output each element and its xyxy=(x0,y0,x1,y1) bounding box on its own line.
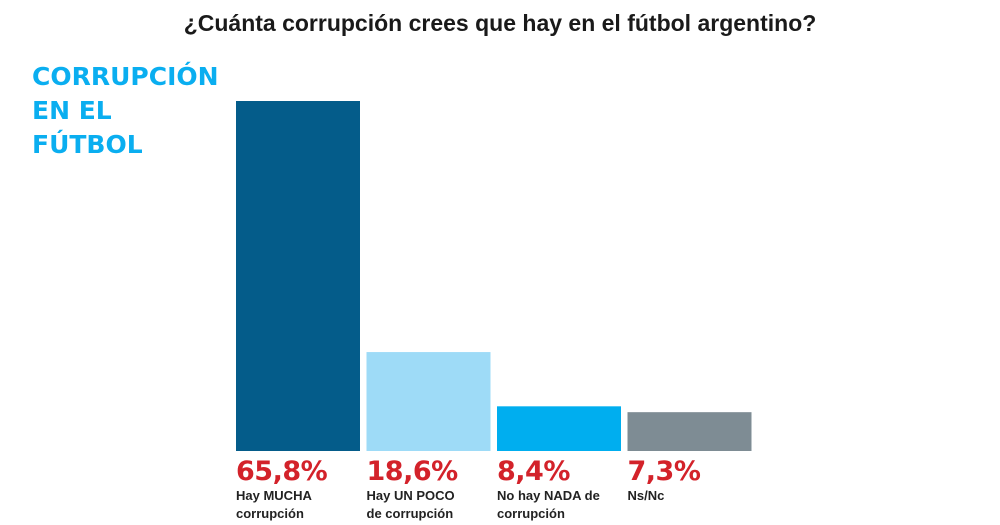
data-label: 7,3% xyxy=(627,456,701,487)
data-label: 18,6% xyxy=(366,456,459,487)
bar xyxy=(497,406,621,451)
category-label: Hay MUCHA corrupción xyxy=(236,487,366,523)
category-label-line: Ns/Nc xyxy=(627,488,665,503)
side-title: CORRUPCIÓN EN EL FÚTBOL xyxy=(32,60,232,162)
category-label-line: No hay NADA de xyxy=(497,488,600,503)
bar xyxy=(366,352,491,451)
category-label: No hay NADA de corrupción xyxy=(497,487,627,523)
chart-title: ¿Cuánta corrupción crees que hay en el f… xyxy=(183,10,817,36)
category-label-line: Hay MUCHA xyxy=(236,488,312,503)
side-title-line: EN EL xyxy=(32,96,112,125)
bar xyxy=(236,101,360,451)
data-label: 65,8% xyxy=(236,456,328,487)
category-label-line: corrupción xyxy=(497,506,565,521)
side-title-line: CORRUPCIÓN xyxy=(32,62,219,91)
data-label: 8,4% xyxy=(497,456,570,487)
category-label: Hay UN POCO de corrupción xyxy=(367,487,497,523)
category-label-line: corrupción xyxy=(236,506,304,521)
category-label-line: Hay UN POCO xyxy=(366,488,455,503)
category-label-line: de corrupción xyxy=(366,506,454,521)
bar xyxy=(627,412,752,451)
side-title-line: FÚTBOL xyxy=(32,130,143,159)
category-label: Ns/Nc xyxy=(628,487,758,505)
